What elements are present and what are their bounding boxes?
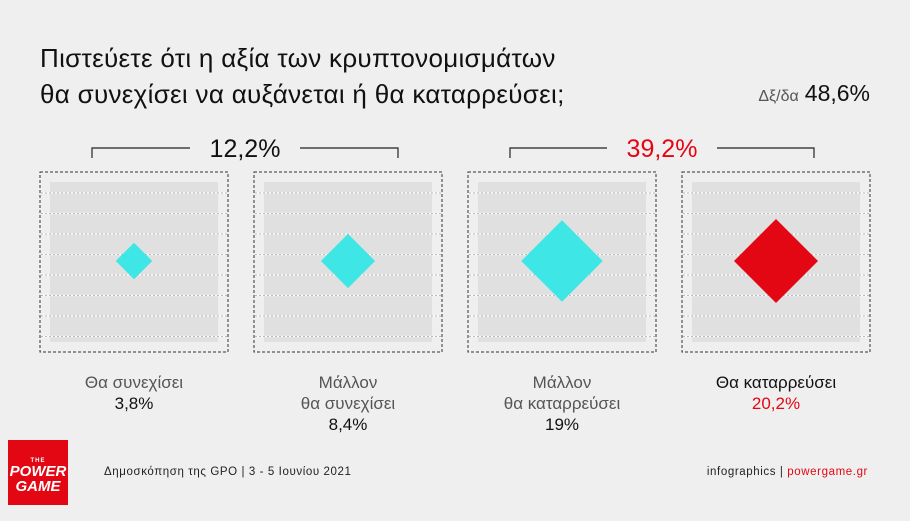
group-bracket-left-1	[91, 147, 190, 158]
caption-4-value: 20,2%	[751, 394, 801, 413]
panel-frame-1	[39, 171, 229, 353]
panel-frame-4	[681, 171, 871, 353]
credit-site: powergame.gr	[787, 466, 868, 478]
source-note: Δημοσκόπηση της GPO | 3 - 5 Ιουνίου 2021	[104, 466, 352, 478]
caption-3-line1: Μάλλον	[532, 373, 592, 392]
group-total-label-2: 39,2%	[627, 135, 698, 163]
group-bracket-left-2	[509, 147, 607, 158]
credit-prefix: infographics |	[706, 466, 788, 478]
title-line-2: θα συνεχίσει να αυξάνεται ή θα καταρρεύσ…	[40, 79, 565, 109]
caption-2-value: 8,4%	[328, 415, 368, 434]
logo-power: POWER	[9, 463, 67, 480]
panel-frame-3	[467, 171, 657, 353]
caption-1-line1: Θα συνεχίσει	[84, 373, 184, 392]
caption-3-line2: θα καταρρεύσει	[503, 394, 621, 413]
logo-game: GAME	[15, 478, 61, 495]
caption-3: Μάλλον θα καταρρεύσει 19%	[462, 372, 662, 435]
diamond-3	[521, 220, 603, 302]
group-bracket-right-1	[300, 147, 399, 158]
dont-know-label: Δξ/δα	[758, 88, 799, 105]
diamond-2	[320, 233, 376, 289]
caption-2-line2: θα συνεχίσει	[300, 394, 396, 413]
logo-the: THE	[30, 458, 46, 464]
caption-4: Θα καταρρεύσει 20,2%	[676, 372, 876, 414]
group-total-label-1: 12,2%	[210, 135, 281, 163]
dont-know-stat: Δξ/δα 48,6%	[758, 80, 870, 107]
caption-2: Μάλλον θα συνεχίσει 8,4%	[248, 372, 448, 435]
caption-2-line1: Μάλλον	[318, 373, 378, 392]
caption-1-value: 3,8%	[114, 394, 154, 413]
panel-frame-2	[253, 171, 443, 353]
dont-know-value: 48,6%	[804, 80, 870, 106]
title-line-1: Πιστεύετε ότι η αξία των κρυπτονομισμάτω…	[40, 43, 556, 73]
diamond-4	[734, 219, 818, 303]
chart-title: Πιστεύετε ότι η αξία των κρυπτονομισμάτω…	[40, 40, 565, 112]
group-bracket-right-2	[717, 147, 815, 158]
credit: infographics | powergame.gr	[707, 466, 868, 478]
diamond-1	[115, 242, 153, 280]
power-game-logo: THE POWER GAME	[8, 440, 68, 505]
caption-4-line1: Θα καταρρεύσει	[715, 373, 837, 392]
caption-3-value: 19%	[544, 415, 580, 434]
caption-1: Θα συνεχίσει 3,8%	[34, 372, 234, 414]
